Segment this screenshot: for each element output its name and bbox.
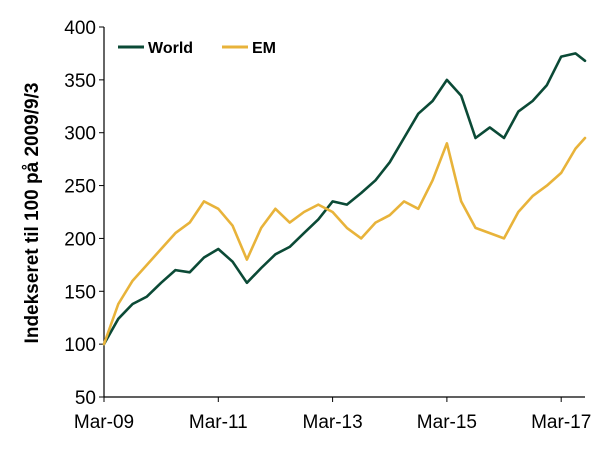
series-line-world (102, 52, 587, 346)
x-tick-label: Mar-17 (531, 412, 591, 433)
y-axis-title: Indekseret til 100 på 2009/9/3 (22, 83, 43, 344)
x-tick-label: Mar-13 (303, 412, 363, 433)
series-line-em (102, 136, 587, 346)
y-tick-label: 400 (64, 18, 96, 39)
y-tick-label: 100 (64, 335, 96, 356)
y-tick-label: 200 (64, 229, 96, 250)
x-tick-label: Mar-11 (189, 412, 248, 433)
y-tick-label: 150 (64, 282, 96, 303)
x-tick-label: Mar-09 (74, 412, 134, 433)
y-tick-label: 300 (64, 124, 96, 145)
legend-label-world: World (148, 40, 193, 57)
y-tick-label: 50 (75, 388, 96, 409)
x-tick-label: Mar-15 (417, 412, 477, 433)
y-tick-label: 350 (64, 71, 96, 92)
legend-label-em: EM (252, 40, 276, 57)
y-tick-label: 250 (64, 177, 96, 198)
